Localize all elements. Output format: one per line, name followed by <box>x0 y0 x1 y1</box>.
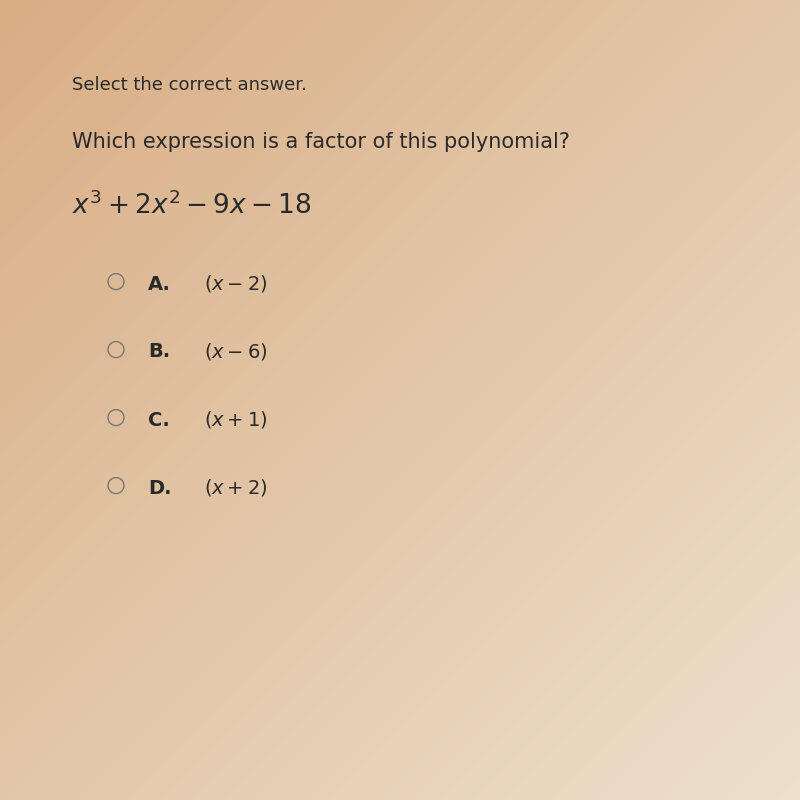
Text: D.: D. <box>148 478 171 498</box>
Text: $x^3 + 2x^2 - 9x - 18$: $x^3 + 2x^2 - 9x - 18$ <box>72 192 311 221</box>
Text: B.: B. <box>148 342 170 362</box>
Text: $(x - 6)$: $(x - 6)$ <box>204 342 267 362</box>
Text: $(x - 2)$: $(x - 2)$ <box>204 274 267 294</box>
Text: C.: C. <box>148 410 170 430</box>
Text: Which expression is a factor of this polynomial?: Which expression is a factor of this pol… <box>72 132 570 152</box>
Text: $(x + 2)$: $(x + 2)$ <box>204 478 267 498</box>
Text: Select the correct answer.: Select the correct answer. <box>72 76 307 94</box>
Text: $(x + 1)$: $(x + 1)$ <box>204 410 267 430</box>
Text: A.: A. <box>148 274 171 294</box>
